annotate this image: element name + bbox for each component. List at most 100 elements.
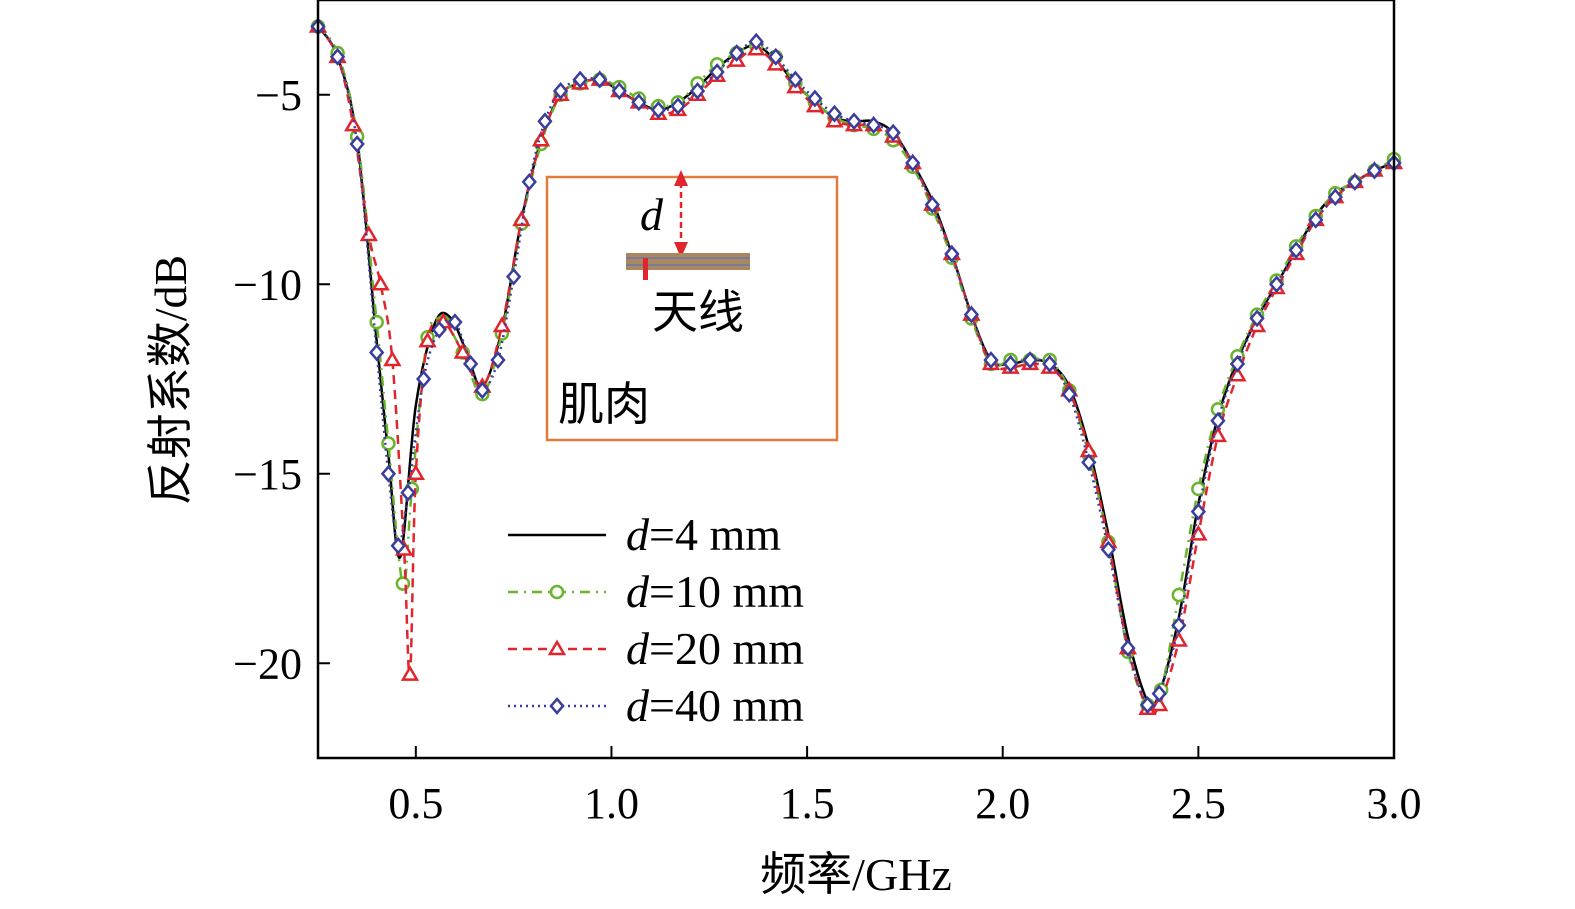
data-point-marker — [944, 245, 960, 263]
data-point-marker — [390, 536, 406, 555]
y-tick-label: −15 — [233, 450, 302, 499]
data-point-marker — [787, 70, 803, 89]
data-point-marker — [1308, 210, 1324, 229]
data-point-marker — [865, 116, 882, 134]
y-tick-label: −20 — [233, 639, 302, 688]
data-point-marker — [1171, 616, 1187, 635]
data-point-marker — [768, 47, 784, 66]
x-axis-title: 频率/GHz — [760, 849, 952, 900]
data-point-marker — [1061, 385, 1077, 404]
data-point-marker — [1139, 696, 1156, 714]
x-tick-label: 3.0 — [1367, 779, 1422, 828]
data-point-marker — [395, 576, 411, 591]
legend-entry: d=40 mm — [508, 680, 804, 731]
data-point-marker — [983, 351, 999, 369]
x-tick-label: 1.5 — [780, 779, 835, 828]
data-point-marker — [1171, 587, 1187, 603]
x-tick-label: 2.5 — [1171, 779, 1226, 828]
tissue-label: 肌肉 — [558, 379, 650, 430]
data-point-marker — [349, 135, 365, 153]
legend-marker-sample — [547, 639, 567, 656]
data-point-marker — [1191, 481, 1206, 497]
data-point-marker — [369, 343, 385, 362]
data-point-marker — [474, 381, 490, 400]
data-point-marker — [1249, 309, 1265, 328]
data-point-marker — [415, 370, 432, 388]
data-point-marker — [380, 464, 397, 483]
data-point-marker — [1327, 188, 1343, 207]
y-tick-label: −5 — [255, 71, 302, 120]
data-point-marker — [406, 464, 425, 480]
data-point-marker — [492, 316, 512, 333]
data-point-marker — [418, 331, 437, 348]
data-point-marker — [924, 195, 940, 214]
data-point-marker — [1120, 639, 1136, 658]
y-tick-label: −10 — [233, 260, 302, 309]
data-point-marker — [447, 313, 463, 332]
x-tick-label: 0.5 — [388, 779, 443, 828]
antenna-label: 天线 — [652, 287, 744, 338]
data-point-marker — [1022, 351, 1038, 369]
data-point-marker — [537, 112, 553, 131]
data-point-marker — [729, 44, 745, 62]
data-point-marker — [329, 47, 346, 66]
data-point-marker — [431, 320, 447, 339]
ticks-layer: 0.5 1.0 1.5 2.0 2.5 3.0 −5 −10 −15 −20 — [233, 71, 1421, 828]
data-point-marker — [905, 154, 921, 172]
data-point-marker — [400, 483, 416, 502]
data-point-marker — [1210, 411, 1226, 430]
legend-label: d=4 mm — [626, 509, 781, 560]
data-point-marker — [490, 351, 506, 369]
distance-arrow-top-head — [674, 170, 688, 186]
series-layer — [308, 17, 1404, 716]
inset-diagram: d 天线 肌肉 — [545, 170, 839, 442]
legend-marker-sample — [549, 584, 565, 600]
data-point-marker — [462, 354, 479, 373]
series-group — [310, 17, 1402, 714]
data-point-marker — [531, 130, 551, 147]
data-point-marker — [650, 100, 667, 119]
data-point-marker — [1002, 354, 1019, 373]
legend-entry: d=10 mm — [508, 566, 804, 617]
data-point-marker — [1208, 426, 1228, 443]
data-point-marker — [1229, 354, 1246, 373]
data-point-marker — [344, 115, 363, 132]
data-point-marker — [505, 267, 522, 286]
x-tick-label: 2.0 — [975, 779, 1030, 828]
data-point-marker — [1100, 540, 1117, 559]
series-line — [316, 25, 1395, 716]
plot-frame — [316, 0, 1396, 760]
data-point-marker — [552, 82, 569, 100]
data-point-marker — [400, 665, 420, 681]
data-point-marker — [670, 97, 686, 116]
data-point-marker — [1150, 695, 1169, 712]
data-point-marker — [512, 210, 531, 227]
data-point-marker — [709, 63, 725, 81]
legend-entry: d=4 mm — [508, 509, 781, 560]
data-point-marker — [1190, 502, 1207, 521]
antenna-shape — [626, 253, 750, 280]
legend-label: d=20 mm — [626, 623, 804, 674]
data-point-marker — [748, 32, 764, 51]
x-tick-label: 1.0 — [584, 779, 639, 828]
data-point-marker — [572, 70, 588, 89]
data-point-marker — [963, 305, 980, 324]
data-point-marker — [1081, 453, 1097, 472]
data-point-marker — [381, 436, 396, 451]
legend-label: d=40 mm — [626, 680, 804, 731]
data-point-marker — [807, 89, 823, 108]
data-point-marker — [846, 112, 862, 131]
data-point-marker — [521, 172, 537, 191]
data-point-marker — [1288, 241, 1304, 260]
data-point-marker — [371, 274, 390, 291]
distance-arrow-bottom-head — [674, 242, 688, 258]
data-point-marker — [885, 123, 901, 142]
data-point-marker — [611, 82, 627, 100]
data-point-marker — [359, 225, 379, 242]
data-point-marker — [1268, 275, 1285, 294]
data-point-marker — [1347, 172, 1363, 191]
data-point-marker — [1366, 161, 1383, 180]
data-point-marker — [826, 104, 843, 123]
legend-entry: d=20 mm — [508, 623, 804, 674]
